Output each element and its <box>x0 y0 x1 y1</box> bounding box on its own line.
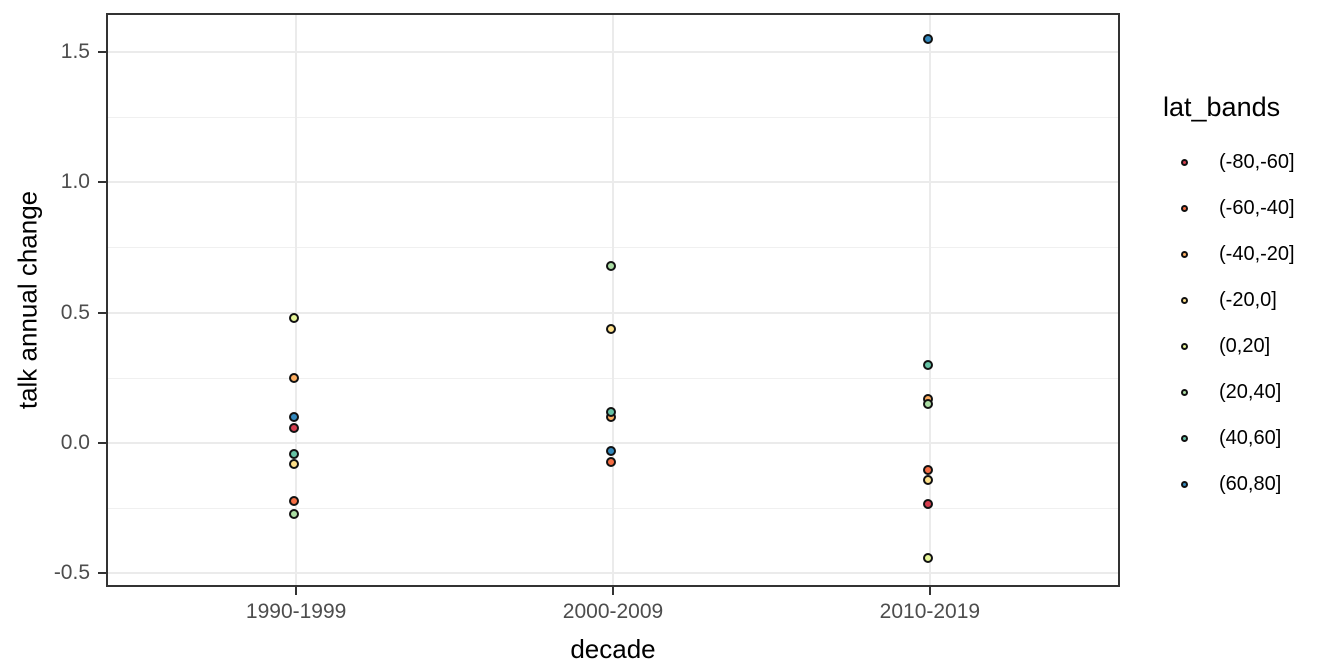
legend-item: (-60,-40] <box>1163 185 1343 231</box>
legend-item-label: (60,80] <box>1219 472 1282 495</box>
legend-item-label: (40,60] <box>1219 426 1282 449</box>
data-point <box>606 446 616 457</box>
data-point <box>289 412 300 423</box>
legend-key-dot-icon <box>1181 342 1188 350</box>
data-point <box>922 399 933 410</box>
x-axis-title: decade <box>570 634 656 664</box>
legend-item: (60,80] <box>1163 461 1343 507</box>
y-tick-label: 0.5 <box>60 300 90 324</box>
legend-key-dot-icon <box>1181 204 1188 212</box>
y-tick-mark <box>98 50 106 53</box>
data-point <box>922 34 933 45</box>
data-point <box>922 475 933 486</box>
legend-item: (-40,-20] <box>1163 231 1343 277</box>
legend-key-dot-icon <box>1181 480 1188 488</box>
y-tick-mark <box>98 311 106 314</box>
data-point <box>922 360 933 371</box>
data-point <box>922 498 933 509</box>
legend-item: (20,40] <box>1163 369 1343 415</box>
data-point <box>606 456 616 467</box>
gridline-major-vertical <box>928 15 931 585</box>
data-point <box>289 422 300 433</box>
legend-item: (0,20] <box>1163 323 1343 369</box>
data-point <box>289 509 300 520</box>
data-point <box>289 449 300 460</box>
legend-key-dot-icon <box>1181 158 1188 166</box>
legend-item-label: (0,20] <box>1219 334 1271 357</box>
x-tick-mark <box>928 587 931 595</box>
legend-item-label: (-60,-40] <box>1219 196 1295 219</box>
y-tick-mark <box>98 441 106 444</box>
gridline-major-vertical <box>612 15 614 585</box>
data-point <box>289 313 300 324</box>
data-point <box>289 495 300 506</box>
data-point <box>922 464 933 475</box>
legend-key-dot-icon <box>1181 296 1188 304</box>
data-point <box>606 407 616 418</box>
legend-title: lat_bands <box>1163 92 1281 122</box>
y-tick-mark <box>98 181 106 184</box>
legend-item-label: (-20,0] <box>1219 288 1277 311</box>
y-tick-label: 1.5 <box>60 39 90 63</box>
legend-item-label: (-80,-60] <box>1219 150 1295 173</box>
legend-item-label: (20,40] <box>1219 380 1282 403</box>
data-point <box>606 323 616 334</box>
y-tick-label: 1.0 <box>60 170 90 194</box>
data-point <box>289 373 300 384</box>
plot-panel <box>106 13 1120 587</box>
legend-key-dot-icon <box>1181 250 1188 258</box>
x-tick-mark <box>295 587 298 595</box>
y-axis-title: talk annual change <box>12 190 43 410</box>
gridline-major-vertical <box>295 15 298 585</box>
legend-item: (-20,0] <box>1163 277 1343 323</box>
legend-item: (-80,-60] <box>1163 139 1343 185</box>
legend-item-label: (-40,-20] <box>1219 242 1295 265</box>
x-tick-label: 1990-1999 <box>245 600 347 623</box>
legend-key-dot-icon <box>1181 388 1188 396</box>
y-tick-mark <box>98 572 106 575</box>
x-tick-label: 2010-2019 <box>879 600 981 623</box>
data-point <box>606 261 616 272</box>
y-tick-label: 0.0 <box>60 430 90 454</box>
y-tick-label: -0.5 <box>53 561 90 585</box>
data-point <box>922 553 933 564</box>
data-point <box>289 459 300 470</box>
x-tick-mark <box>612 587 614 595</box>
legend-item: (40,60] <box>1163 415 1343 461</box>
x-tick-label: 2000-2009 <box>562 600 664 623</box>
legend: lat_bands (-80,-60] (-60,-40] (-40,-20] … <box>1163 92 1343 507</box>
legend-key-dot-icon <box>1181 434 1188 442</box>
